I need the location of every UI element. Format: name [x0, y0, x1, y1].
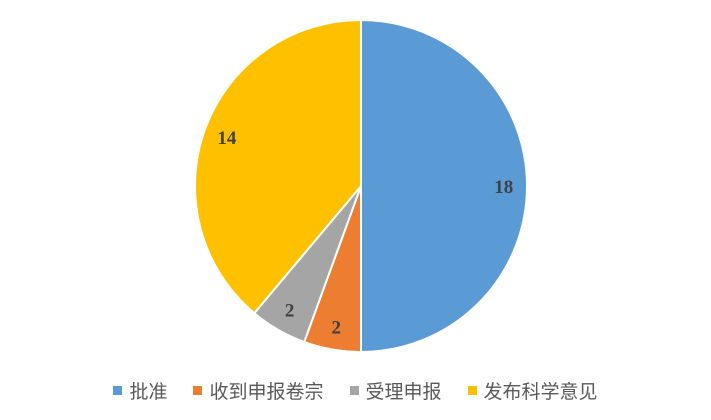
data-label: 14: [217, 128, 237, 149]
data-label: 2: [285, 301, 295, 322]
legend-swatch: [467, 386, 477, 395]
legend-item: 发布科学意见: [467, 377, 598, 404]
legend-item: 收到申报卷宗: [193, 377, 324, 404]
legend-label: 收到申报卷宗: [209, 381, 324, 403]
legend-label: 批准: [129, 381, 168, 403]
pie-slice: [360, 18, 528, 354]
data-label: 18: [494, 177, 513, 198]
legend-item: 批准: [113, 377, 167, 404]
legend-item: 受理申报: [349, 377, 442, 404]
legend-swatch: [193, 386, 203, 395]
legend-swatch: [113, 386, 123, 395]
legend: 批准 收到申报卷宗 受理申报 发布科学意见: [0, 377, 711, 404]
pie-chart: 18 2 2 14: [194, 18, 528, 354]
legend-swatch: [349, 386, 359, 395]
data-label: 2: [331, 318, 341, 339]
pie-slice: [194, 18, 362, 315]
legend-label: 受理申报: [365, 381, 442, 403]
legend-label: 发布科学意见: [483, 381, 598, 403]
